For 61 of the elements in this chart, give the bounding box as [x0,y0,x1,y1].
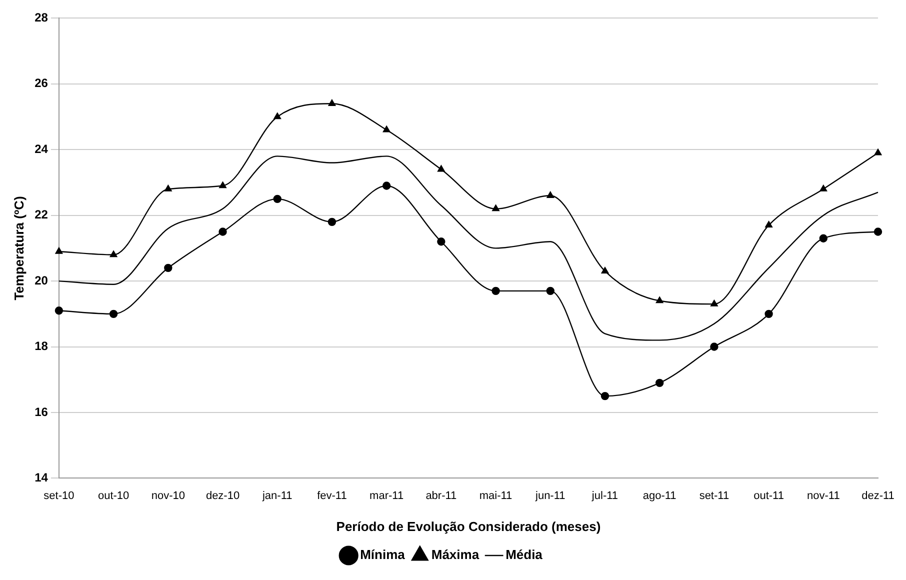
point [438,165,445,172]
point [601,267,609,274]
y-tick-label: 20 [34,273,48,288]
point [164,184,172,192]
x-tick-label: jan-11 [261,490,292,502]
x-tick-label: nov-10 [151,490,185,502]
x-tick-label: abr-11 [426,490,457,502]
legend-label: Média [506,547,544,562]
point [219,182,226,188]
y-tick-label: 26 [34,76,48,90]
point [710,342,718,351]
x-tick-label: dez-11 [862,490,894,502]
point [492,286,500,296]
point [218,228,227,236]
point [274,112,281,120]
point [546,192,554,198]
x-tick-label: mar-11 [370,490,404,502]
point [273,194,282,204]
y-axis-title: Temperatura (ºC) [11,196,26,300]
y-tick-label: 28 [34,10,48,25]
point [328,218,336,226]
y-tick-label: 22 [34,208,48,222]
point [874,228,882,236]
point [382,182,391,190]
point [874,148,882,156]
point [600,392,610,400]
x-tick-label: nov-11 [806,490,840,502]
point [437,238,446,246]
x-tick-label: mai-11 [479,490,512,502]
x-tick-label: fev-11 [317,490,347,502]
x-axis-title: Período de Evolução Considerado (meses) [336,518,601,534]
legend-label: Máxima [431,547,480,562]
x-tick-label: jul-11 [590,490,618,502]
x-tick-label: out-10 [98,490,130,502]
point [546,286,554,296]
point [710,300,718,306]
y-tick-label: 16 [34,404,48,419]
x-tick-label: set-11 [699,490,730,502]
point [382,126,390,132]
point [328,100,336,106]
point [765,221,772,228]
point [492,204,500,212]
point [54,306,64,315]
y-tick-label: 24 [34,142,48,156]
point [655,378,664,388]
point [820,184,828,192]
legend-label: Mínima [360,547,406,562]
point [764,310,773,318]
y-tick-label: 14 [34,470,48,485]
point [109,310,118,318]
point [55,247,63,254]
x-tick-label: jun-11 [534,490,566,502]
point [110,250,118,258]
point [819,234,828,242]
y-tick-label: 18 [34,339,48,354]
x-tick-label: out-11 [754,490,784,502]
point [164,264,172,272]
point [656,296,664,304]
x-tick-label: ago-11 [642,490,676,502]
x-tick-label: dez-10 [206,490,240,502]
x-tick-label: set-10 [44,490,74,502]
